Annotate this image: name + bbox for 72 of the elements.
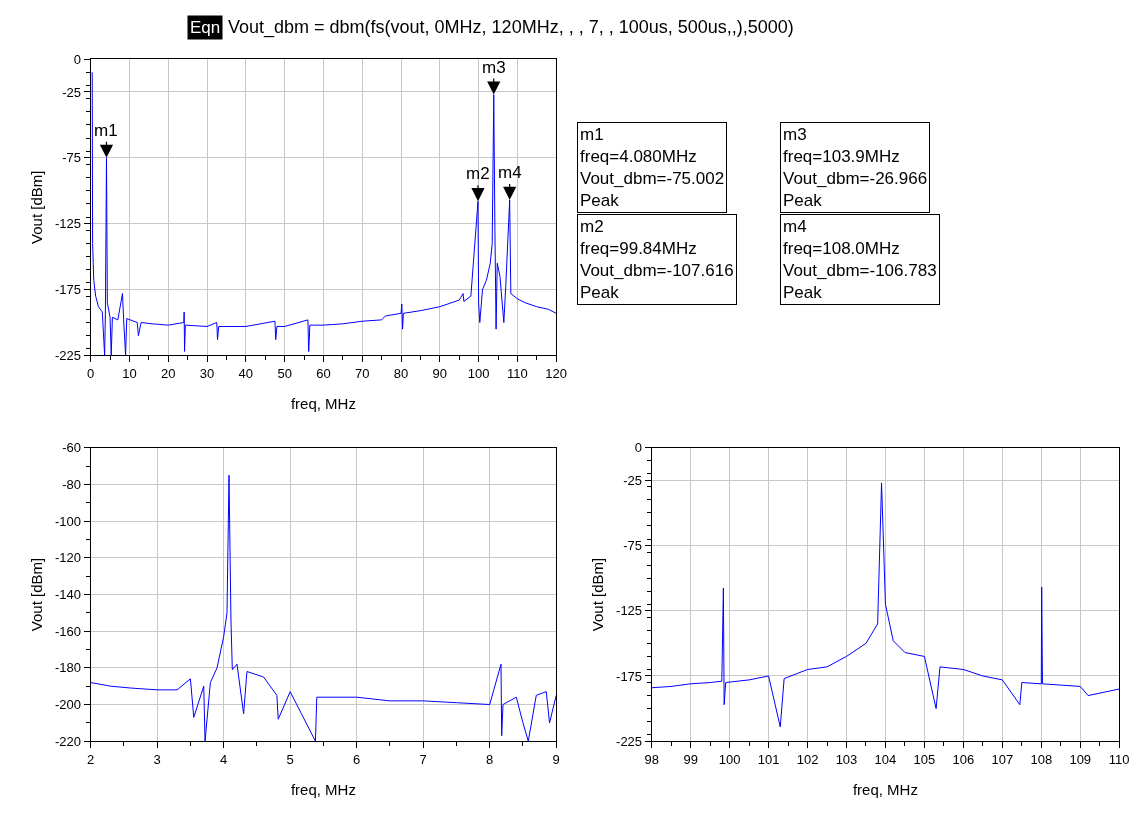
x-tick-label: 120 (545, 366, 568, 382)
x-tick-label: 6 (353, 751, 361, 767)
x-tick-label: 9 (552, 751, 560, 767)
x-tick-label: 101 (757, 751, 780, 767)
line-series (651, 482, 1120, 728)
annotation: m2 (466, 164, 490, 183)
y-tick-label: 0 (634, 440, 643, 456)
y-tick-label: -175 (55, 282, 82, 298)
chart-title: Vout_dbm = dbm(fs(vout, 0MHz, 120MHz, , , 7, , 100us, 500us,,),5000) (228, 17, 794, 38)
x-tick-label: 2 (87, 751, 95, 767)
y-tick-label: -75 (62, 150, 82, 166)
x-tick-label: 10 (122, 366, 137, 382)
x-tick-label: 4 (220, 751, 228, 767)
x-tick-label: 109 (1069, 751, 1092, 767)
x-axis-title: freq, MHz (290, 395, 356, 413)
x-tick-label: 70 (355, 366, 370, 382)
y-axis-title: Vout [dBm] (28, 557, 46, 632)
x-tick-label: 0 (87, 366, 95, 382)
y-tick-label: -175 (616, 668, 643, 684)
y-tick-label: -125 (55, 216, 82, 232)
text: m4 freq=108.0MHz Vout_dbm=-106.783 Peak (783, 217, 937, 303)
x-tick-label: 8 (486, 751, 494, 767)
x-tick-label: 105 (913, 751, 936, 767)
x-tick-label: 5 (286, 751, 294, 767)
x-tick-label: 106 (952, 751, 975, 767)
x-tick-label: 108 (1030, 751, 1053, 767)
y-tick-label: -225 (616, 733, 643, 749)
y-tick-label: -25 (62, 84, 82, 100)
y-tick-label: -25 (623, 472, 643, 488)
x-tick-label: 100 (467, 366, 490, 382)
x-tick-label: 20 (161, 366, 176, 382)
text: Eqn (190, 18, 221, 37)
y-tick-label: -225 (55, 348, 82, 363)
y-tick-label: 0 (73, 51, 82, 67)
y-tick-label: -100 (55, 513, 82, 529)
x-tick-label: 30 (199, 366, 215, 382)
x-tick-label: 110 (1108, 751, 1130, 767)
x-tick-label: 7 (419, 751, 427, 767)
y-tick-label: -160 (55, 623, 82, 639)
x-axis-title: freq, MHz (852, 780, 918, 798)
x-tick-label: 90 (432, 366, 448, 382)
y-tick-label: -140 (55, 587, 82, 603)
x-tick-label: 50 (277, 366, 292, 382)
text: m2 freq=99.84MHz Vout_dbm=-107.616 Peak (580, 217, 734, 303)
y-tick-label: -80 (62, 476, 82, 492)
annotation: m3 (482, 58, 506, 77)
x-tick-label: 104 (874, 751, 897, 767)
y-tick-label: -180 (55, 660, 82, 676)
y-tick-label: -60 (62, 440, 82, 456)
y-tick-label: -120 (55, 550, 82, 566)
annotation: m4 (498, 163, 522, 182)
y-axis-title: Vout [dBm] (28, 170, 46, 244)
x-tick-label: 80 (393, 366, 409, 382)
annotation: m1 (94, 121, 118, 140)
x-tick-label: 40 (238, 366, 254, 382)
y-tick-label: -75 (623, 538, 643, 554)
x-tick-label: 100 (718, 751, 741, 767)
x-tick-label: 98 (644, 751, 659, 767)
x-tick-label: 103 (835, 751, 858, 767)
x-tick-label: 60 (316, 366, 331, 382)
line-series (90, 474, 557, 742)
y-tick-label: -200 (55, 697, 82, 713)
y-axis-title: Vout [dBm] (589, 557, 607, 632)
line-series (91, 71, 557, 356)
x-tick-label: 99 (683, 751, 698, 767)
y-tick-label: -125 (616, 603, 643, 619)
x-tick-label: 110 (507, 366, 528, 382)
x-tick-label: 107 (991, 751, 1014, 767)
y-tick-label: -220 (55, 733, 82, 749)
x-axis-title: freq, MHz (290, 780, 356, 798)
x-tick-label: 102 (796, 751, 819, 767)
x-tick-label: 3 (153, 751, 161, 767)
